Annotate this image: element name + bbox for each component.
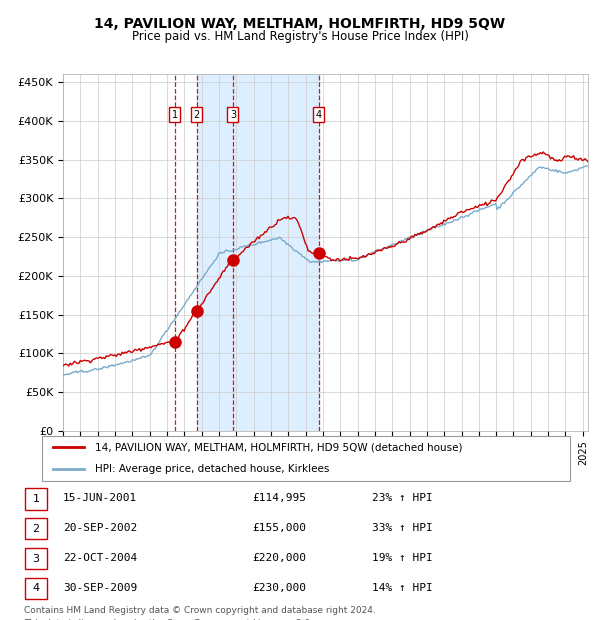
Bar [197,74,319,431]
Text: This data is licensed under the Open Government Licence v3.0.: This data is licensed under the Open Gov… [24,619,313,620]
Text: 1: 1 [172,110,178,120]
Text: HPI: Average price, detached house, Kirklees: HPI: Average price, detached house, Kirk… [95,464,329,474]
Text: 15-JUN-2001: 15-JUN-2001 [63,494,137,503]
Text: 30-SEP-2009: 30-SEP-2009 [63,583,137,593]
Text: 4: 4 [316,110,322,120]
Text: Price paid vs. HM Land Registry's House Price Index (HPI): Price paid vs. HM Land Registry's House … [131,30,469,43]
Text: 1: 1 [32,494,40,504]
Text: 2: 2 [32,524,40,534]
Text: 33% ↑ HPI: 33% ↑ HPI [372,523,433,533]
Text: £114,995: £114,995 [252,494,306,503]
Text: 3: 3 [230,110,236,120]
Text: 19% ↑ HPI: 19% ↑ HPI [372,553,433,563]
Text: 2: 2 [194,110,200,120]
Text: 20-SEP-2002: 20-SEP-2002 [63,523,137,533]
Text: £220,000: £220,000 [252,553,306,563]
Text: 3: 3 [32,554,40,564]
Text: 22-OCT-2004: 22-OCT-2004 [63,553,137,563]
Text: 23% ↑ HPI: 23% ↑ HPI [372,494,433,503]
Text: 14% ↑ HPI: 14% ↑ HPI [372,583,433,593]
Text: £230,000: £230,000 [252,583,306,593]
Text: 14, PAVILION WAY, MELTHAM, HOLMFIRTH, HD9 5QW (detached house): 14, PAVILION WAY, MELTHAM, HOLMFIRTH, HD… [95,442,463,452]
Text: 4: 4 [32,583,40,593]
Text: 14, PAVILION WAY, MELTHAM, HOLMFIRTH, HD9 5QW: 14, PAVILION WAY, MELTHAM, HOLMFIRTH, HD… [94,17,506,32]
Text: Contains HM Land Registry data © Crown copyright and database right 2024.: Contains HM Land Registry data © Crown c… [24,606,376,615]
Text: £155,000: £155,000 [252,523,306,533]
